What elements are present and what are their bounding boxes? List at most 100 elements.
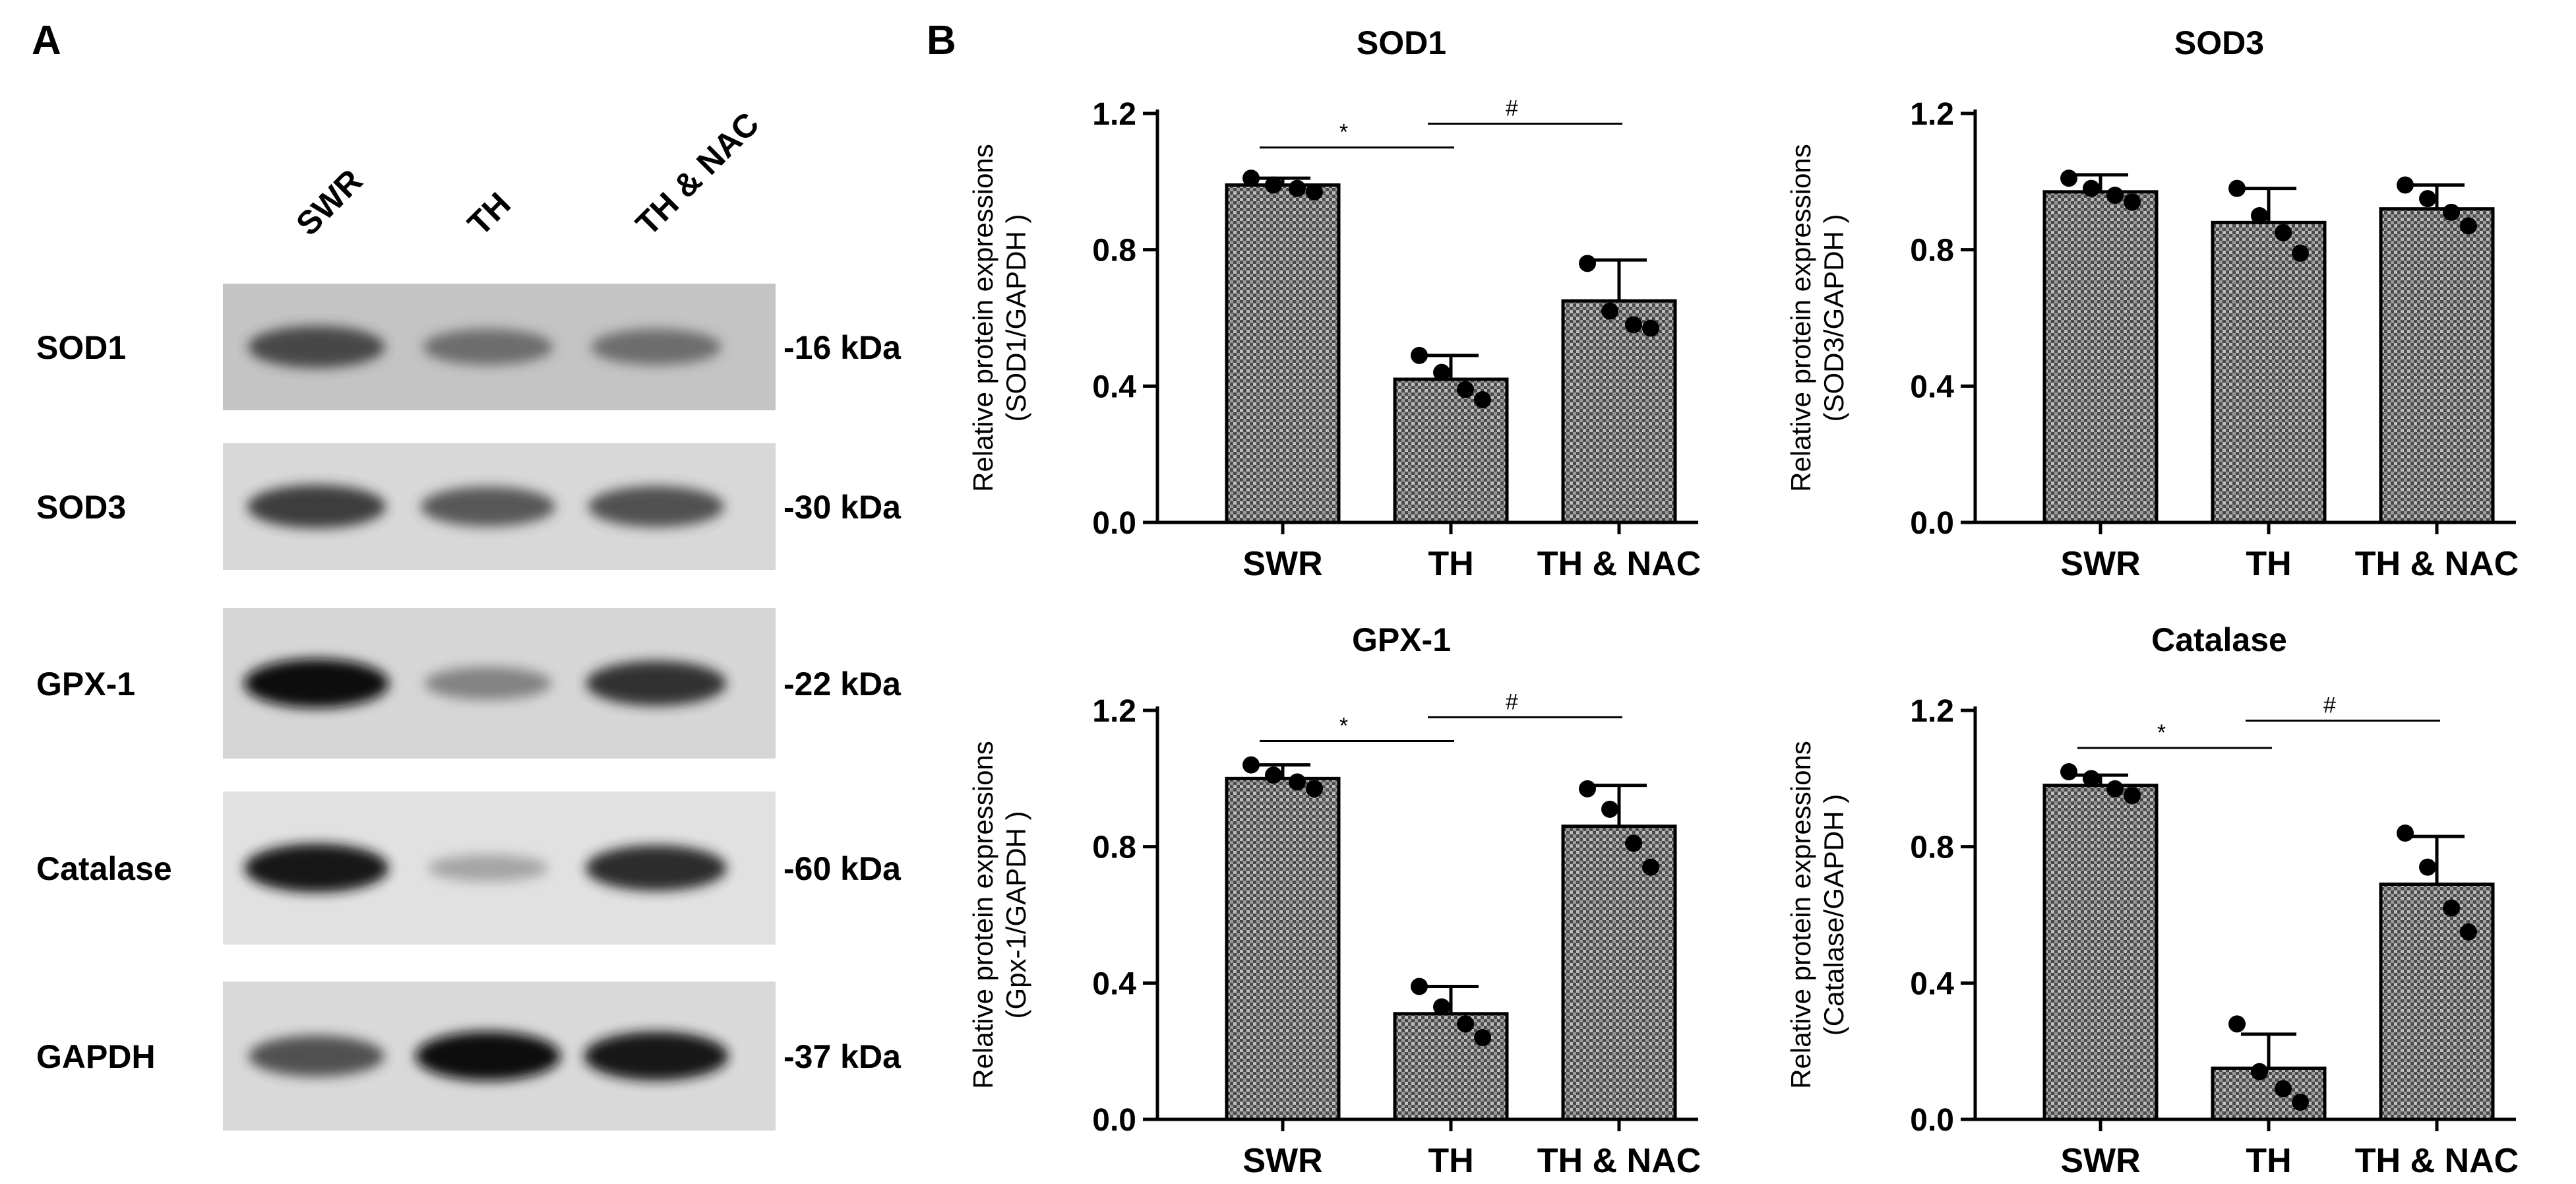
data-point <box>1306 780 1323 797</box>
data-point <box>1457 381 1474 398</box>
blot-band <box>424 666 552 701</box>
significance-label: * <box>1339 120 1348 145</box>
bar-1 <box>2211 1067 2327 1121</box>
significance-label: * <box>2157 720 2166 745</box>
data-point <box>2443 203 2460 221</box>
blot-row-sod3: SOD3 -30 kDa <box>36 443 902 570</box>
protein-label: GAPDH <box>36 1038 156 1075</box>
blot-row-catalase: Catalase -60 kDa <box>36 792 902 945</box>
blot-row-sod1: SOD1 -16 kDa <box>36 284 902 410</box>
significance-label: # <box>1506 96 1518 121</box>
data-point <box>2419 858 2436 876</box>
kda-label: -16 kDa <box>783 329 902 366</box>
y-axis-label: Relative protein expressions <box>967 144 998 492</box>
data-point <box>1411 978 1428 995</box>
y-tick-label: 0.0 <box>1092 1103 1136 1138</box>
data-point <box>2083 179 2100 197</box>
blot-band <box>248 326 385 368</box>
blot-band <box>588 485 724 528</box>
data-point <box>2419 190 2436 208</box>
y-axis-label: (SOD3/GAPDH ) <box>1818 214 1849 421</box>
y-tick-label: 0.8 <box>1910 830 1954 865</box>
chart-catalase: Catalase Relative protein expressions (Cat… <box>1785 621 2519 1180</box>
protein-label: SOD3 <box>36 489 126 526</box>
data-point <box>2124 787 2141 805</box>
panel-a-letter: A <box>32 18 61 63</box>
blot-band <box>423 328 553 365</box>
protein-label: SOD1 <box>36 329 126 366</box>
y-axis-label: Relative protein expressions <box>1785 144 1816 492</box>
data-point <box>2251 1063 2268 1080</box>
x-tick-label: TH <box>1428 1142 1473 1180</box>
bar-2 <box>1561 825 1677 1121</box>
bar-0 <box>2042 784 2159 1121</box>
lane-label-2: TH & NAC <box>629 105 766 243</box>
blot-band <box>247 485 386 528</box>
data-point <box>1242 756 1260 774</box>
y-tick-label: 1.2 <box>1092 97 1136 132</box>
data-point <box>1433 998 1450 1016</box>
y-tick-label: 0.0 <box>1092 506 1136 541</box>
data-point <box>1642 858 1659 876</box>
data-point <box>2228 1015 2246 1033</box>
data-point <box>1242 170 1260 187</box>
data-point <box>2251 207 2268 224</box>
kda-label: -22 kDa <box>783 666 902 702</box>
significance-label: # <box>1506 689 1518 714</box>
data-point <box>2228 179 2246 197</box>
blot-band <box>244 843 389 893</box>
data-point <box>2275 224 2292 241</box>
blot-band <box>415 1031 561 1081</box>
y-tick-label: 0.0 <box>1910 1103 1954 1138</box>
lane-label-1: TH <box>460 185 518 243</box>
blot-band <box>591 328 721 365</box>
bar-1 <box>2211 220 2327 524</box>
x-tick-label: SWR <box>2060 1142 2140 1180</box>
y-axis-label: Relative protein expressions <box>1785 741 1816 1089</box>
blot-band <box>586 845 727 891</box>
data-point <box>2083 770 2100 788</box>
y-tick-label: 0.8 <box>1092 830 1136 865</box>
data-point <box>2397 825 2414 842</box>
significance-label: # <box>2323 693 2336 718</box>
significance-label: * <box>1339 714 1348 739</box>
data-point <box>2106 187 2124 204</box>
data-point <box>1457 1015 1474 1033</box>
x-tick-label: SWR <box>1242 545 1322 583</box>
y-tick-label: 0.4 <box>1092 369 1136 404</box>
data-point <box>1265 766 1282 784</box>
data-point <box>1601 302 1618 320</box>
blot-band <box>584 1031 729 1081</box>
x-tick-label: TH & NAC <box>1537 545 1701 583</box>
x-tick-label: TH & NAC <box>2355 1142 2519 1180</box>
blot-band <box>421 486 555 527</box>
y-axis-label: Relative protein expressions <box>967 741 998 1089</box>
x-tick-label: TH & NAC <box>2355 545 2519 583</box>
x-tick-label: SWR <box>2060 545 2140 583</box>
y-tick-label: 0.8 <box>1092 234 1136 268</box>
western-blot-panel: SWR TH TH & NAC SOD1 -16 kDa SOD3 -30 kDa GPX-1… <box>36 105 902 1131</box>
data-point <box>1265 176 1282 194</box>
data-point <box>2124 193 2141 211</box>
data-point <box>1642 319 1659 337</box>
kda-label: -30 kDa <box>783 489 902 526</box>
data-point <box>2060 170 2077 187</box>
chart-title: Catalase <box>2151 621 2287 658</box>
data-point <box>2397 176 2414 194</box>
bar-2 <box>1561 299 1677 524</box>
panel-b-letter: B <box>927 18 956 63</box>
chart-title: GPX-1 <box>1352 621 1451 658</box>
y-axis-label: (Gpx-1/GAPDH ) <box>1000 811 1031 1018</box>
bar-0 <box>1225 776 1341 1121</box>
bar-0 <box>1225 183 1341 524</box>
chart-sod1: SOD1 Relative protein expressions (SOD1/GA… <box>967 24 1701 583</box>
data-point <box>1625 834 1642 852</box>
data-point <box>2443 899 2460 917</box>
blot-band <box>244 658 389 708</box>
y-tick-label: 1.2 <box>1910 694 1954 729</box>
y-tick-label: 0.4 <box>1910 966 1954 1001</box>
blot-band <box>249 1035 384 1077</box>
chart-title: SOD1 <box>1357 24 1446 61</box>
